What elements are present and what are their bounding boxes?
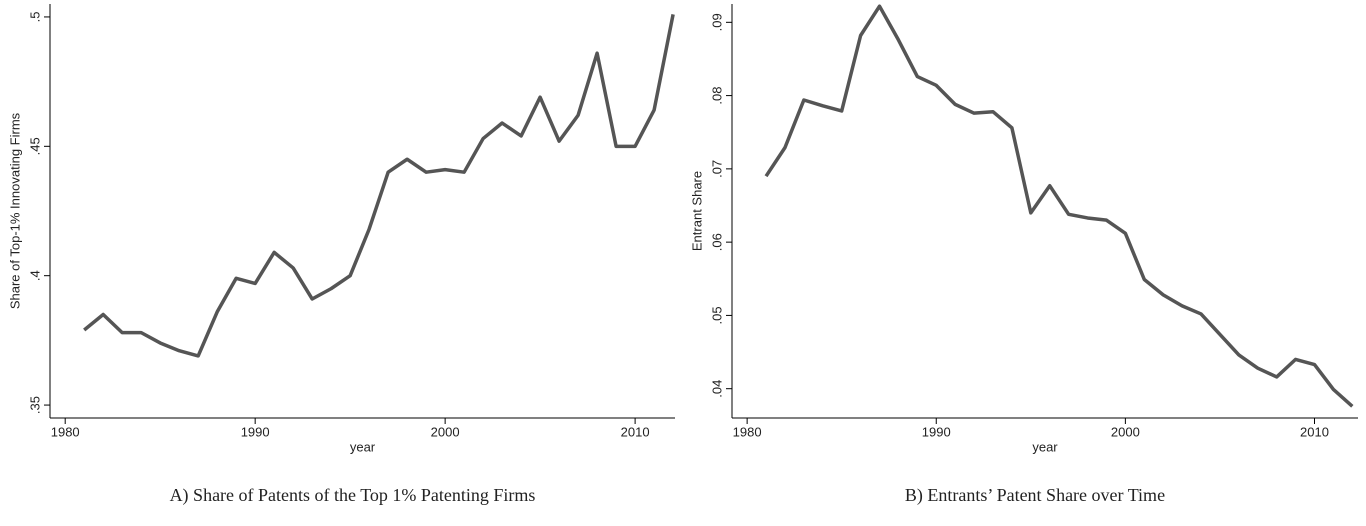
x-tick-label: 1990 [922, 424, 951, 439]
x-tick-label: 1980 [51, 424, 80, 439]
data-line [83, 14, 675, 358]
x-tick-label: 2000 [431, 424, 460, 439]
y-tick-label: .5 [27, 12, 42, 23]
y-tick-label: .35 [27, 396, 42, 414]
y-tick-label: .45 [27, 137, 42, 155]
y-tick-label: .04 [709, 380, 724, 398]
y-tick-label: .4 [27, 270, 42, 281]
caption: B) Entrants’ Patent Share over Time [905, 485, 1165, 506]
y-tick-label: .08 [709, 87, 724, 105]
y-axis-title: Entrant Share [689, 171, 704, 251]
data-line [764, 4, 1354, 408]
y-tick-label: .07 [709, 160, 724, 178]
x-tick-label: 2000 [1111, 424, 1140, 439]
x-tick-label: 1980 [733, 424, 762, 439]
caption: A) Share of Patents of the Top 1% Patent… [170, 485, 536, 506]
y-axis-title: Share of Top-1% Innovating Firms [7, 112, 22, 309]
y-tick-label: .09 [709, 13, 724, 31]
x-tick-label: 1990 [241, 424, 270, 439]
y-tick-label: .06 [709, 233, 724, 251]
x-axis-title: year [1032, 439, 1058, 454]
x-tick-label: 2010 [621, 424, 650, 439]
x-tick-label: 2010 [1300, 424, 1329, 439]
x-axis-title: year [350, 439, 376, 454]
y-tick-label: .05 [709, 306, 724, 324]
